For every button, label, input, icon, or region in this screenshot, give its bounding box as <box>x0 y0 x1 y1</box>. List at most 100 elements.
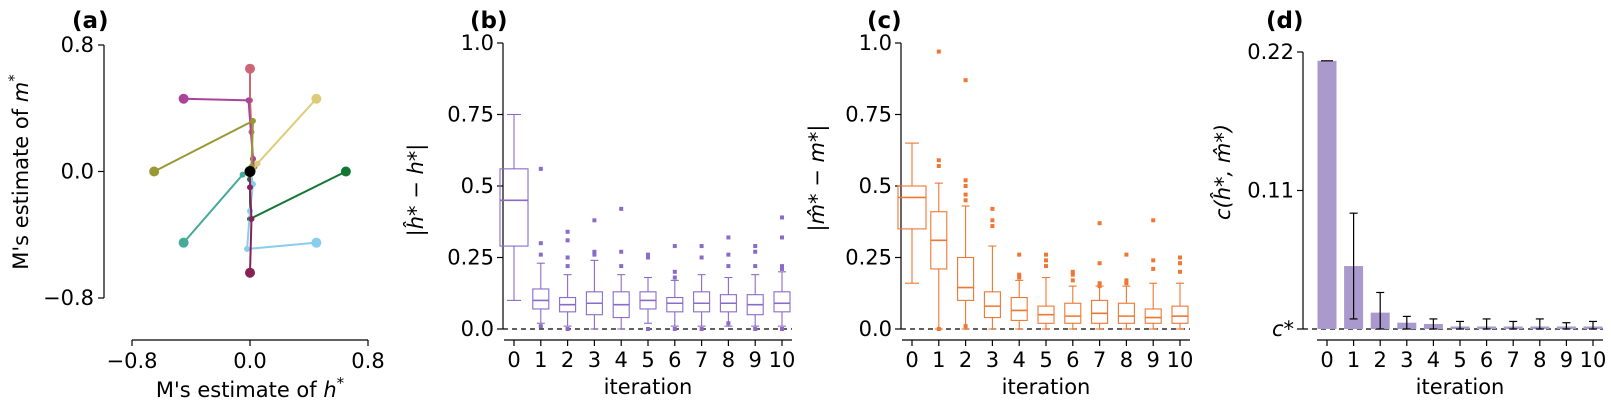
x-tick-label: 3 <box>986 348 999 372</box>
y-tick-label: 0.0 <box>461 317 494 341</box>
bar <box>1317 60 1337 330</box>
y-tick-label: 0.8 <box>61 33 94 57</box>
x-axis-label: iteration <box>1416 375 1505 399</box>
x-tick-label: 8 <box>1533 348 1546 372</box>
outlier <box>699 255 704 260</box>
y-tick-label: 0.22 <box>1247 40 1294 64</box>
outlier <box>963 324 968 329</box>
outlier <box>538 324 543 329</box>
box <box>693 291 711 313</box>
outlier <box>1044 264 1048 269</box>
x-tick-label: 4 <box>1427 348 1440 372</box>
outlier <box>990 218 995 223</box>
outlier <box>1070 269 1075 274</box>
y-tick-label: 1.0 <box>461 31 494 55</box>
trajectory-line <box>252 98 318 171</box>
box <box>1091 299 1109 324</box>
x-tick-label: 3 <box>1400 348 1413 372</box>
x-tick-label: 7 <box>1507 348 1520 372</box>
trajectory-start-point <box>245 267 255 278</box>
panel-d: c* 0.11 0.22 0 1 2 3 4 5 6 7 8 9 10 iteration c(ĥ*, m̂*… <box>1210 8 1606 399</box>
outlier <box>1017 252 1022 257</box>
x-tick-label: 0.0 <box>233 349 266 373</box>
y-tick-label: −0.8 <box>43 286 94 310</box>
outlier <box>1151 218 1156 223</box>
outlier <box>780 235 784 240</box>
panel-label: (a) <box>72 8 109 34</box>
outlier <box>1017 275 1022 280</box>
box <box>1144 308 1162 324</box>
outlier <box>963 178 968 183</box>
outlier <box>646 327 650 331</box>
y-axis-label: M's estimate of m* <box>5 74 33 270</box>
y-axis-label: |m̂* − m*| <box>805 124 830 231</box>
trajectory-point <box>239 171 246 178</box>
x-axis-label: iteration <box>604 375 693 399</box>
x-tick-label: 0 <box>1320 348 1333 372</box>
x-tick-label: 4 <box>1013 348 1026 372</box>
outlier <box>565 229 570 234</box>
y-tick-label: 0.75 <box>845 103 892 127</box>
outlier <box>538 241 543 246</box>
outlier <box>699 244 704 249</box>
outlier <box>726 264 731 269</box>
outlier <box>936 49 941 54</box>
outlier <box>963 184 968 188</box>
outlier <box>963 78 968 83</box>
outlier <box>619 264 624 269</box>
outlier <box>1097 281 1102 286</box>
x-tick-label: 9 <box>1147 348 1160 372</box>
outlier <box>1070 272 1075 277</box>
trajectory-point <box>248 215 255 222</box>
y-tick-label: 0.11 <box>1247 179 1294 203</box>
x-tick-label: 4 <box>615 348 628 372</box>
outlier <box>592 252 597 257</box>
outlier <box>726 252 731 257</box>
trajectory-point <box>254 160 261 167</box>
box <box>1064 302 1082 324</box>
box <box>983 291 1001 319</box>
outlier <box>990 206 995 211</box>
outlier <box>1124 278 1129 283</box>
trajectory-point <box>244 245 251 252</box>
x-tick-label: 0.8 <box>351 349 384 373</box>
outlier <box>672 269 677 274</box>
panel-c: 0.0 0.25 0.5 0.75 1.0 0 1 2 3 4 5 6 7 8 9 10 iteration |m… <box>805 8 1193 399</box>
y-tick-label: 0.75 <box>447 103 494 127</box>
trajectory-start-point <box>178 93 189 104</box>
x-tick-label: 5 <box>1039 348 1052 372</box>
outlier <box>646 252 650 257</box>
outlier <box>780 215 784 220</box>
outlier <box>990 224 995 229</box>
x-tick-label: 8 <box>722 348 735 372</box>
outlier <box>936 163 941 168</box>
trajectory-start-point <box>245 63 255 74</box>
x-tick-label: 2 <box>561 348 574 372</box>
panel-label: (d) <box>1266 8 1304 34</box>
outlier <box>565 264 570 269</box>
x-tick-label: 10 <box>1167 348 1194 372</box>
box <box>1117 302 1135 324</box>
outlier <box>753 244 758 249</box>
x-tick-label: 8 <box>1120 348 1133 372</box>
box <box>957 256 975 301</box>
trajectory-start-point <box>311 93 322 104</box>
x-tick-label: 10 <box>769 348 796 372</box>
outlier <box>565 238 570 243</box>
x-tick-label: 6 <box>668 348 681 372</box>
trajectory-start-point <box>340 166 351 177</box>
outlier <box>1124 281 1129 286</box>
trajectory-point <box>245 97 252 104</box>
trajectory-line <box>153 119 255 173</box>
y-axis-label: |ĥ* − h*| <box>403 144 429 237</box>
y-tick-label: 0.0 <box>859 317 892 341</box>
x-tick-label: 6 <box>1066 348 1079 372</box>
y-tick-label: 1.0 <box>859 31 892 55</box>
y-tick-label: 0.5 <box>461 174 494 198</box>
box <box>897 185 927 230</box>
x-tick-label: 9 <box>1560 348 1573 372</box>
box <box>666 296 684 313</box>
y-tick-label: 0.25 <box>447 246 494 270</box>
outlier <box>565 255 570 260</box>
outlier <box>619 206 624 211</box>
